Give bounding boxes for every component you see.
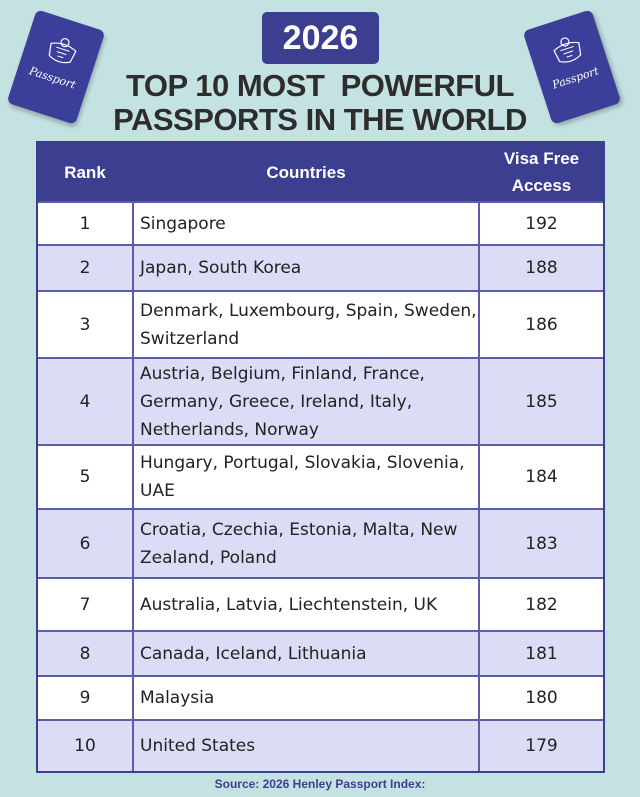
cell-countries-text: Hungary, Portugal, Slovakia, Slovenia, U…: [140, 453, 465, 501]
cell-visa-free-access: 182: [480, 579, 603, 630]
cell-visa-free-access: 192: [480, 203, 603, 244]
cell-visa-free-access-text: 182: [525, 594, 558, 615]
cell-rank: 1: [38, 203, 132, 244]
cell-countries: Croatia, Czechia, Estonia, Malta, New Ze…: [132, 510, 480, 577]
cell-countries-text: Singapore: [140, 213, 226, 234]
cell-countries: Austria, Belgium, Finland, France, Germa…: [132, 359, 480, 444]
cell-rank-text: 3: [79, 314, 91, 335]
cell-rank-text: 5: [79, 467, 91, 487]
cell-visa-free-access-text: 192: [525, 213, 558, 234]
cell-countries: Australia, Latvia, Liechtenstein, UK: [132, 579, 480, 630]
passport-illustration-right: Passport: [522, 9, 622, 125]
cell-rank-text: 10: [74, 736, 96, 756]
cell-visa-free-access-text: 185: [525, 391, 558, 412]
table-row: 1 Singapore 192: [38, 201, 603, 244]
header-countries: Countries: [266, 162, 346, 182]
cell-countries: Canada, Iceland, Lithuania: [132, 632, 480, 675]
year-badge: 2026: [262, 12, 379, 64]
cell-visa-free-access-text: 188: [525, 258, 558, 278]
cell-rank: 10: [38, 721, 132, 771]
cell-rank-text: 9: [79, 688, 91, 708]
cell-rank: 3: [38, 292, 132, 357]
cell-rank-text: 1: [79, 213, 91, 234]
cell-countries: Singapore: [132, 203, 480, 244]
cell-countries-text: Croatia, Czechia, Estonia, Malta, New Ze…: [140, 519, 458, 568]
cell-countries: Denmark, Luxembourg, Spain, Sweden, Swit…: [132, 292, 480, 357]
cell-countries-text: Denmark, Luxembourg, Spain, Sweden, Swit…: [140, 300, 477, 349]
cell-countries-text: Australia, Latvia, Liechtenstein, UK: [140, 594, 438, 615]
page-title-line2: PASSPORTS IN THE WORLD: [113, 102, 527, 137]
cell-countries: Malaysia: [132, 677, 480, 719]
cell-visa-free-access: 184: [480, 446, 603, 508]
table-row: 8 Canada, Iceland, Lithuania 181: [38, 630, 603, 675]
cell-countries-text: Malaysia: [140, 688, 215, 708]
table-row: 7 Australia, Latvia, Liechtenstein, UK 182: [38, 577, 603, 630]
table-row: 2 Japan, South Korea 188: [38, 244, 603, 290]
table-row: 3 Denmark, Luxembourg, Spain, Sweden, Swi…: [38, 290, 603, 357]
header-visa-free-access: Visa Free Access: [480, 143, 603, 201]
cell-countries-text: Canada, Iceland, Lithuania: [140, 643, 367, 664]
page-title-line1: TOP 10 MOST POWERFUL: [126, 68, 514, 103]
table-row: 6 Croatia, Czechia, Estonia, Malta, New Z…: [38, 508, 603, 577]
source-note: Source: 2026 Henley Passport Index:: [214, 777, 426, 791]
header-rank: Rank: [64, 162, 106, 182]
cell-rank-text: 4: [79, 391, 91, 412]
cell-rank: 7: [38, 579, 132, 630]
coat-of-arms-icon: [48, 37, 77, 64]
cell-visa-free-access: 185: [480, 359, 603, 444]
cell-visa-free-access-text: 181: [525, 643, 558, 664]
cell-countries-text: Austria, Belgium, Finland, France, Germa…: [140, 363, 425, 440]
cell-visa-free-access-text: 179: [525, 736, 558, 756]
cell-countries-text: United States: [140, 736, 256, 756]
cell-visa-free-access: 180: [480, 677, 603, 719]
cell-visa-free-access-text: 186: [525, 314, 558, 335]
cell-rank-text: 7: [79, 594, 91, 615]
table-row: 4 Austria, Belgium, Finland, France, Germ…: [38, 357, 603, 444]
passport-illustration-left: Passport: [6, 9, 106, 125]
table-row: 5 Hungary, Portugal, Slovakia, Slovenia, …: [38, 444, 603, 508]
table-row: 9 Malaysia 180: [38, 675, 603, 719]
cell-rank: 2: [38, 246, 132, 290]
cell-visa-free-access-text: 183: [525, 533, 558, 554]
cell-visa-free-access: 183: [480, 510, 603, 577]
coat-of-arms-icon: [553, 37, 582, 63]
cell-visa-free-access: 186: [480, 292, 603, 357]
cell-visa-free-access-text: 180: [525, 688, 558, 708]
cell-countries: United States: [132, 721, 480, 771]
cell-visa-free-access: 181: [480, 632, 603, 675]
cell-countries-text: Japan, South Korea: [140, 258, 302, 278]
cell-rank: 9: [38, 677, 132, 719]
cell-rank-text: 6: [79, 533, 91, 554]
cell-rank-text: 8: [79, 643, 91, 664]
cell-countries: Japan, South Korea: [132, 246, 480, 290]
header-visa-line1: Visa Free: [503, 149, 580, 168]
cell-visa-free-access-text: 184: [525, 467, 558, 487]
table-header: Rank Countries Visa Free Access: [38, 143, 603, 201]
header-visa-line2: Access: [511, 176, 572, 195]
cell-rank: 4: [38, 359, 132, 444]
cell-rank: 5: [38, 446, 132, 508]
cell-rank-text: 2: [79, 258, 91, 278]
cell-countries: Hungary, Portugal, Slovakia, Slovenia, U…: [132, 446, 480, 508]
cell-rank: 6: [38, 510, 132, 577]
passport-ranking-table: Rank Countries Visa Free Access 1 Singapo…: [36, 141, 605, 773]
cell-visa-free-access: 179: [480, 721, 603, 771]
cell-visa-free-access: 188: [480, 246, 603, 290]
cell-rank: 8: [38, 632, 132, 675]
table-row: 10 United States 179: [38, 719, 603, 771]
